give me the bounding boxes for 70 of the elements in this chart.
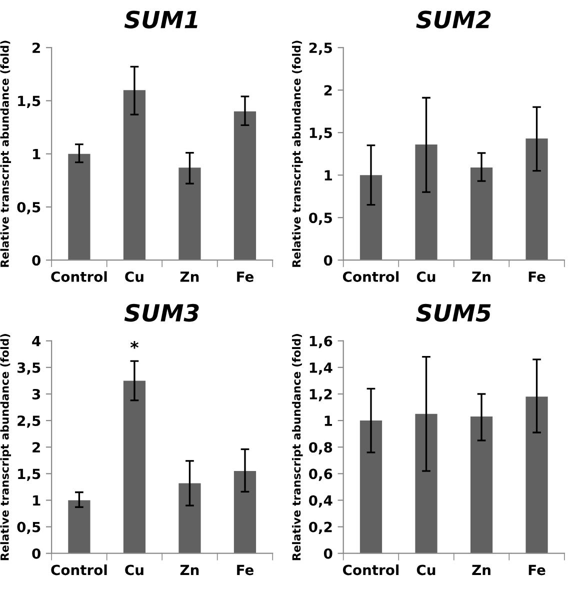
x-tick-label: Cu — [416, 271, 436, 282]
y-axis-title: Relative transcript abundance (fold) — [292, 334, 303, 560]
bar — [123, 380, 146, 554]
bar — [123, 90, 146, 260]
y-tick-label: 3 — [32, 388, 40, 400]
chart-title: SUM5 — [416, 304, 491, 322]
y-tick-label: 1 — [33, 495, 40, 506]
y-tick-label: 1 — [33, 149, 40, 160]
y-tick-label: 0 — [324, 255, 332, 266]
y-axis-title: Relative transcript abundance (fold) — [0, 40, 11, 267]
bar — [178, 168, 201, 260]
annotation: * — [130, 341, 138, 349]
x-tick-label: Cu — [416, 564, 436, 576]
x-tick-label: Zn — [180, 272, 199, 282]
y-tick-label: 0,5 — [17, 522, 40, 534]
x-tick-label: Control — [51, 564, 107, 576]
bar — [68, 154, 90, 260]
bar — [415, 144, 438, 260]
bar — [360, 420, 382, 554]
y-tick-label: 2 — [32, 442, 40, 452]
y-tick-label: 2,5 — [309, 42, 332, 55]
x-tick-label: Zn — [472, 272, 490, 282]
y-tick-label: 0,5 — [309, 212, 332, 225]
y-tick-label: 1,2 — [310, 388, 332, 402]
x-tick-label: Control — [51, 271, 107, 282]
y-tick-label: 0 — [32, 255, 40, 266]
bar — [234, 111, 256, 260]
bar — [470, 416, 493, 554]
y-tick-label: 1,5 — [310, 128, 332, 140]
y-tick-label: 1 — [324, 416, 332, 426]
y-tick-label: 2 — [324, 85, 332, 96]
bar — [360, 175, 382, 260]
x-tick-label: Fe — [237, 564, 254, 576]
x-tick-label: Zn — [472, 564, 490, 576]
y-tick-label: 0 — [324, 548, 332, 559]
y-tick-label: 0,6 — [309, 468, 332, 481]
x-tick-label: Control — [342, 271, 399, 282]
bar — [68, 500, 90, 554]
y-tick-label: 1,5 — [18, 96, 40, 108]
x-tick-label: Fe — [528, 272, 546, 282]
x-tick-label: Zn — [180, 564, 199, 576]
chart-title: SUM2 — [416, 10, 491, 28]
y-tick-label: 1,4 — [310, 362, 332, 375]
y-axis-title: Relative transcript abundance (fold) — [0, 334, 11, 560]
chart-title: SUM3 — [124, 304, 199, 322]
y-axis-title: Relative transcript abundance (fold) — [292, 40, 303, 267]
bar — [415, 414, 438, 554]
y-tick-label: 2 — [32, 42, 40, 53]
y-tick-label: 0 — [32, 548, 40, 559]
y-tick-label: 0,4 — [309, 495, 332, 508]
chart-title: SUM1 — [124, 10, 198, 28]
y-tick-label: 2,5 — [18, 416, 40, 428]
y-tick-label: 0,5 — [17, 202, 40, 214]
bar — [178, 483, 201, 554]
y-tick-label: 0,2 — [309, 522, 332, 534]
x-tick-label: Fe — [237, 272, 254, 282]
y-tick-label: 1,5 — [18, 468, 40, 481]
x-tick-label: Fe — [528, 564, 546, 576]
y-tick-label: 3,5 — [17, 362, 40, 375]
bar — [470, 167, 493, 260]
y-tick-label: 4 — [32, 336, 41, 346]
bar — [526, 396, 548, 554]
bar — [526, 138, 548, 260]
x-tick-label: Cu — [125, 271, 144, 282]
bar — [234, 471, 256, 554]
y-tick-label: 0,8 — [309, 442, 332, 454]
x-tick-label: Control — [342, 564, 399, 576]
y-tick-label: 1 — [324, 170, 332, 180]
x-tick-label: Cu — [125, 564, 144, 576]
y-tick-label: 1,6 — [310, 336, 332, 348]
